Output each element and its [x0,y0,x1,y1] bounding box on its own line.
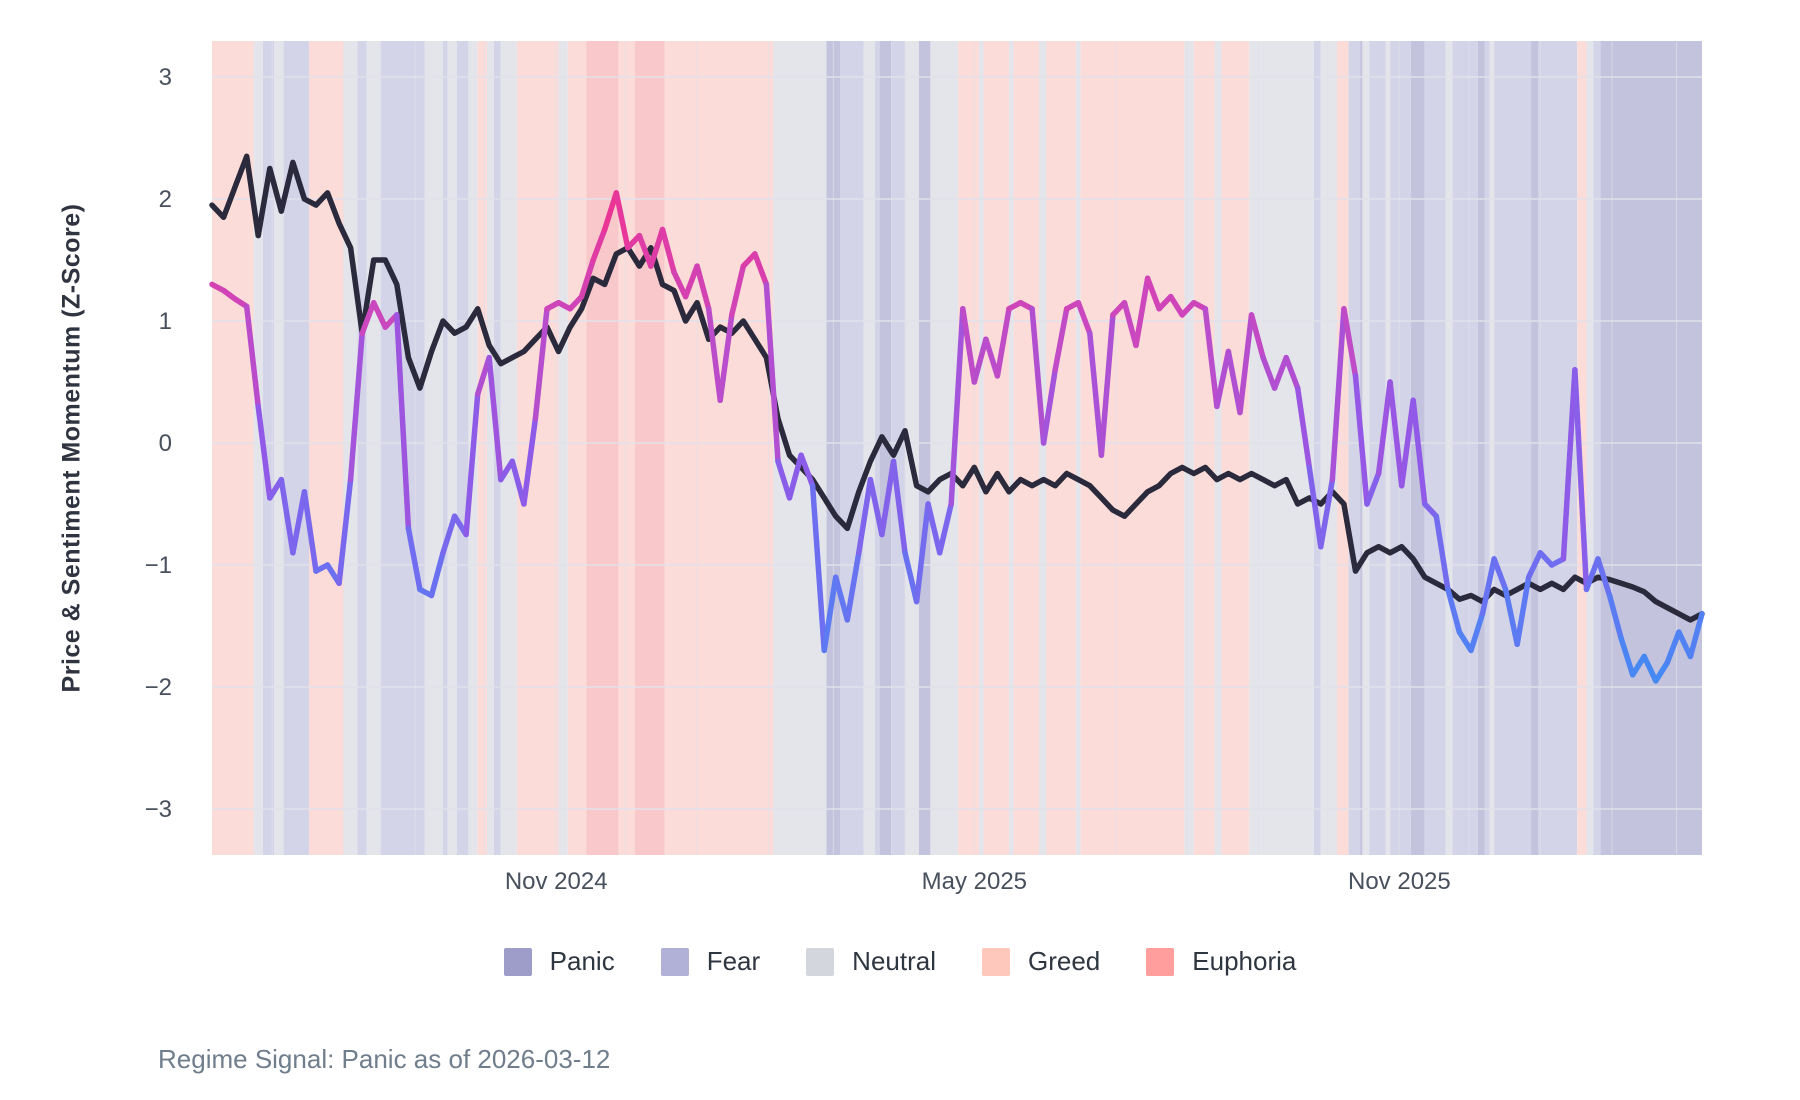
regime-bands [212,41,1702,855]
y-tick-label: 2 [159,186,172,213]
regime-band-panic [1477,41,1485,855]
regime-band-neutral [486,41,494,855]
legend-swatch-neutral [806,947,835,976]
x-tick-label: Nov 2025 [1348,868,1451,895]
regime-band-greed [1013,41,1040,855]
regime-band-greed [1221,41,1250,855]
regime-band-greed [567,41,587,855]
legend-item-panic[interactable]: Panic [503,946,615,977]
regime-band-panic [1531,41,1538,855]
regime-band-neutral [1445,41,1453,855]
legend-item-greed[interactable]: Greed [982,946,1100,977]
regime-band-euphoria [586,41,619,855]
regime-band-neutral [500,41,517,855]
regime-band-panic [1600,41,1702,855]
regime-band-greed [1577,41,1587,855]
x-tick-labels: Nov 2024 May 2025 Nov 2025 [505,868,1451,895]
regime-band-neutral [424,41,444,855]
regime-band-neutral [1075,41,1081,855]
regime-band-fear [1593,41,1601,855]
regime-band-neutral [253,41,263,855]
regime-band-neutral [1320,41,1338,855]
legend-swatch-fear [660,947,689,976]
regime-band-greed [212,41,254,855]
regime-band-fear [1390,41,1411,855]
y-tick-label: 1 [159,308,172,335]
regime-band-neutral [1385,41,1391,855]
legend-label: Fear [706,946,761,976]
regime-band-greed [1080,41,1185,855]
chart-plot: 3 2 1 0 −1 −2 −3 Nov 2024 May 2025 Nov 2025 [145,41,1705,895]
legend-item-neutral[interactable]: Neutral [806,946,936,977]
legend-label: Panic [549,946,615,976]
regime-band-fear [262,41,275,855]
regime-band-neutral [447,41,457,855]
y-tick-label: −3 [145,796,172,823]
x-tick-label: Nov 2024 [505,868,608,895]
regime-band-neutral [773,41,827,855]
regime-band-neutral [1362,41,1370,855]
legend-swatch-panic [503,947,532,976]
regime-band-neutral [1489,41,1495,855]
y-tick-label: 3 [159,64,172,91]
regime-band-fear [840,41,864,855]
legend-label: Euphoria [1192,946,1297,976]
regime-band-greed [664,41,774,855]
regime-band-greed [477,41,487,855]
regime-band-neutral [863,41,875,855]
regime-band-greed [1045,41,1076,855]
legend-swatch-greed [982,947,1010,976]
legend-item-fear[interactable]: Fear [660,946,761,977]
regime-band-greed [983,41,1009,855]
regime-band-fear [1313,41,1321,855]
y-tick-label: −2 [145,674,172,701]
regime-band-euphoria [634,41,665,855]
regime-caption: Regime Signal: Panic as of 2026-03-12 [158,1044,611,1074]
regime-band-neutral [1039,41,1046,855]
regime-band-panic [918,41,931,855]
regime-band-greed [618,41,635,855]
legend-label: Greed [1028,946,1101,976]
regime-band-neutral [366,41,381,855]
regime-band-greed [958,41,979,855]
regime-band-fear [357,41,367,855]
regime-band-greed [1337,41,1349,855]
regime-band-fear [1484,41,1490,855]
regime-band-neutral [905,41,919,855]
regime-band-neutral [1184,41,1194,855]
legend-swatch-euphoria [1146,947,1175,976]
y-tick-label: −1 [145,552,172,579]
legend-label: Neutral [852,946,936,976]
regime-band-neutral [978,41,984,855]
x-tick-label: May 2025 [922,868,1027,895]
y-tick-labels: 3 2 1 0 −1 −2 −3 [145,64,172,823]
regime-band-neutral [1586,41,1594,855]
regime-band-greed [516,41,559,855]
regime-band-fear [1452,41,1478,855]
regime-band-greed [309,41,344,855]
regime-band-fear [1369,41,1386,855]
regime-band-neutral [558,41,568,855]
legend: Panic Fear Neutral Greed Euphoria [0,946,1800,977]
regime-band-fear [456,41,469,855]
regime-band-fear [1348,41,1361,855]
regime-band-fear [1424,41,1446,855]
regime-band-greed [1193,41,1215,855]
regime-band-neutral [274,41,284,855]
regime-band-fear [283,41,310,855]
y-tick-label: 0 [159,430,172,457]
legend-item-euphoria[interactable]: Euphoria [1146,946,1296,977]
price-momentum-line [209,153,1705,623]
regime-band-neutral [1214,41,1222,855]
regime-band-panic [879,41,892,855]
sentiment-momentum-line [209,190,1705,684]
regime-band-neutral [1249,41,1314,855]
regime-band-fear [1494,41,1532,855]
regime-band-neutral [1008,41,1014,855]
regime-band-fear [443,41,448,855]
